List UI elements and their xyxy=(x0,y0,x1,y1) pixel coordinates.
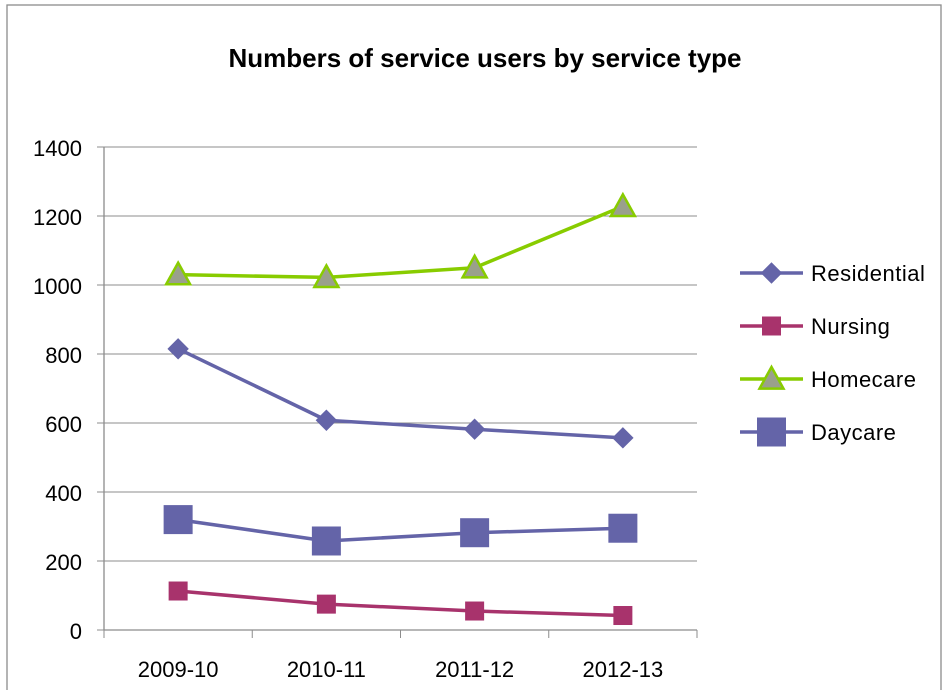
legend-item-daycare: Daycare xyxy=(740,417,896,447)
series-homecare xyxy=(164,191,637,289)
legend-swatch-marker xyxy=(757,364,786,390)
data-point-daycare xyxy=(311,526,341,556)
series-line-nursing xyxy=(177,589,623,618)
x-tick-label: 2011-12 xyxy=(435,657,514,682)
data-point-nursing xyxy=(465,601,485,621)
data-point-nursing xyxy=(613,606,633,626)
legend-label: Daycare xyxy=(811,420,896,445)
data-point-daycare xyxy=(608,513,638,543)
legend-item-residential: Residential xyxy=(740,261,925,286)
data-point-homecare xyxy=(460,253,489,279)
legend-label: Nursing xyxy=(811,314,890,339)
legend-label: Residential xyxy=(811,261,925,286)
data-point-homecare xyxy=(312,262,341,289)
data-point-residential xyxy=(167,338,189,360)
series-nursing xyxy=(168,581,633,626)
y-tick-label: 1000 xyxy=(33,274,82,299)
data-point-homecare xyxy=(608,191,637,218)
data-point-daycare xyxy=(163,505,193,535)
legend: Residential Nursing Homecare Daycare xyxy=(740,261,925,447)
y-tick-label: 0 xyxy=(70,619,82,644)
data-point-daycare xyxy=(460,518,490,548)
legend-label: Homecare xyxy=(811,367,916,392)
y-tick-label: 1200 xyxy=(33,205,82,230)
series-line-homecare xyxy=(178,204,624,280)
series-daycare xyxy=(163,505,638,556)
chart-title: Numbers of service users by service type xyxy=(228,43,741,73)
data-point-residential xyxy=(463,418,486,440)
legend-item-homecare: Homecare xyxy=(740,364,916,392)
data-point-nursing xyxy=(168,581,188,601)
legend-swatch-marker xyxy=(760,262,783,284)
legend-item-nursing: Nursing xyxy=(740,314,890,339)
series-line-daycare xyxy=(177,517,623,543)
legend-swatch-marker xyxy=(757,417,786,447)
series-line-residential xyxy=(177,347,623,440)
data-point-residential xyxy=(315,409,338,431)
data-point-homecare xyxy=(164,260,193,286)
y-tick-label: 800 xyxy=(45,343,82,368)
y-tick-label: 200 xyxy=(45,550,82,575)
data-point-residential xyxy=(612,427,634,449)
data-point-nursing xyxy=(316,594,336,614)
axes: 0 200 400 600 800 1000 1200 1400 2009-10 2010-11 2… xyxy=(33,136,698,682)
y-tick-label: 400 xyxy=(45,481,82,506)
chart-border xyxy=(6,4,942,695)
legend-swatch-marker xyxy=(762,316,781,336)
x-tick-label: 2012-13 xyxy=(583,657,664,682)
series-residential xyxy=(167,338,634,449)
y-tick-label: 600 xyxy=(45,412,82,437)
x-tick-label: 2009-10 xyxy=(138,657,219,682)
series-group xyxy=(163,191,638,626)
y-tick-label: 1400 xyxy=(33,136,82,161)
x-tick-label: 2010-11 xyxy=(287,657,366,682)
